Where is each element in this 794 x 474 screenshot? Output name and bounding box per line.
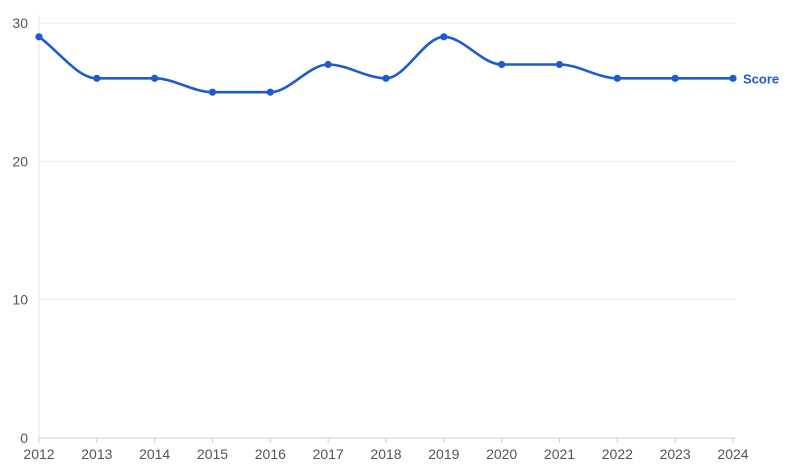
grid-lines — [39, 22, 736, 301]
x-tick-label-2013: 2013 — [81, 446, 112, 462]
data-point-2023 — [671, 74, 679, 82]
series-layer: Score — [35, 33, 779, 96]
axes — [38, 15, 736, 443]
data-point-2021 — [555, 60, 564, 69]
data-point-2018 — [382, 74, 390, 82]
data-point-2019 — [440, 33, 448, 41]
x-axis-tick-labels: 2012 2013 2014 2015 2016 2017 2018 2019 2020 2021… — [23, 446, 748, 462]
data-point-2015 — [208, 88, 217, 96]
x-tick-label-2022: 2022 — [602, 446, 633, 462]
x-tick-label-2020: 2020 — [486, 446, 517, 462]
y-tick-label-30: 30 — [12, 15, 28, 31]
data-point-2017 — [324, 60, 332, 69]
series-label-score: Score — [743, 71, 779, 86]
y-axis-tick-labels: 0 10 20 30 — [12, 15, 28, 446]
x-tick-label-2015: 2015 — [197, 446, 228, 462]
y-tick-label-20: 20 — [12, 153, 28, 169]
series-line-score — [37, 35, 735, 94]
data-point-2016 — [266, 88, 274, 96]
data-point-2012 — [35, 33, 43, 41]
data-point-2014 — [151, 74, 159, 82]
data-point-2013 — [93, 74, 101, 82]
x-tick-label-2021: 2021 — [544, 446, 575, 462]
x-tick-label-2012: 2012 — [23, 446, 54, 462]
x-tick-label-2014: 2014 — [139, 446, 170, 462]
x-tick-label-2017: 2017 — [313, 446, 344, 462]
x-tick-label-2023: 2023 — [660, 446, 691, 462]
data-point-2024 — [729, 74, 737, 82]
y-tick-label-0: 0 — [20, 430, 28, 446]
x-tick-label-2024: 2024 — [717, 446, 748, 462]
y-tick-label-10: 10 — [12, 292, 28, 308]
x-tick-label-2016: 2016 — [255, 446, 286, 462]
data-point-2020 — [498, 60, 506, 69]
data-point-2022 — [613, 74, 621, 82]
x-tick-label-2018: 2018 — [370, 446, 401, 462]
x-tick-label-2019: 2019 — [428, 446, 459, 462]
